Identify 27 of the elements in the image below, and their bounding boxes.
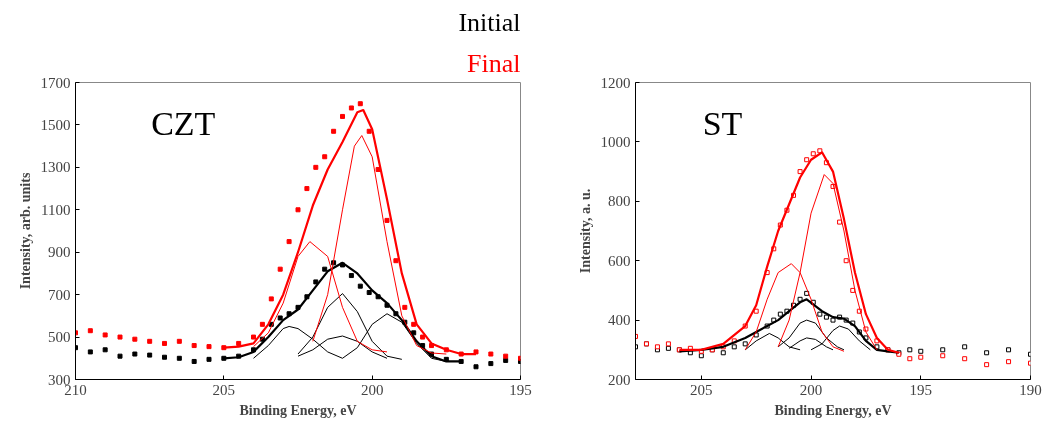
x-axis-title: Binding Energy, eV: [774, 402, 892, 418]
x-tick-label: 205: [690, 381, 713, 398]
y-tick-label: 1700: [40, 74, 71, 91]
x-tick-label: 200: [799, 381, 823, 398]
y-tick-label: 1300: [40, 159, 71, 176]
y-tick-label: 600: [608, 252, 631, 269]
x-tick-label: 195: [909, 381, 933, 398]
annotation: ST: [702, 104, 743, 142]
y-tick-label: 500: [48, 329, 71, 346]
y-tick-label: 1200: [600, 74, 631, 91]
x-tick-label: 195: [509, 381, 532, 398]
y-axis-title: Intensity, a. u.: [577, 188, 593, 274]
x-tick-label: 190: [1019, 381, 1042, 398]
x-axis-title: Binding Energy, eV: [239, 402, 357, 418]
y-tick-label: 400: [608, 312, 631, 329]
y-tick-label: 900: [48, 244, 71, 261]
y-tick-label: 1500: [40, 116, 71, 133]
text: Final: [467, 48, 521, 78]
y-tick-label: 1100: [41, 201, 71, 218]
annotation: CZT: [151, 104, 216, 142]
text: Initial: [458, 7, 521, 37]
y-tick-label: 1000: [600, 133, 631, 150]
x-tick-label: 200: [360, 381, 384, 398]
y-tick-label: 800: [608, 193, 631, 210]
x-tick-label: 205: [212, 381, 236, 398]
y-axis-title: Intensity, arb. units: [17, 172, 33, 290]
y-tick-label: 700: [48, 286, 71, 303]
